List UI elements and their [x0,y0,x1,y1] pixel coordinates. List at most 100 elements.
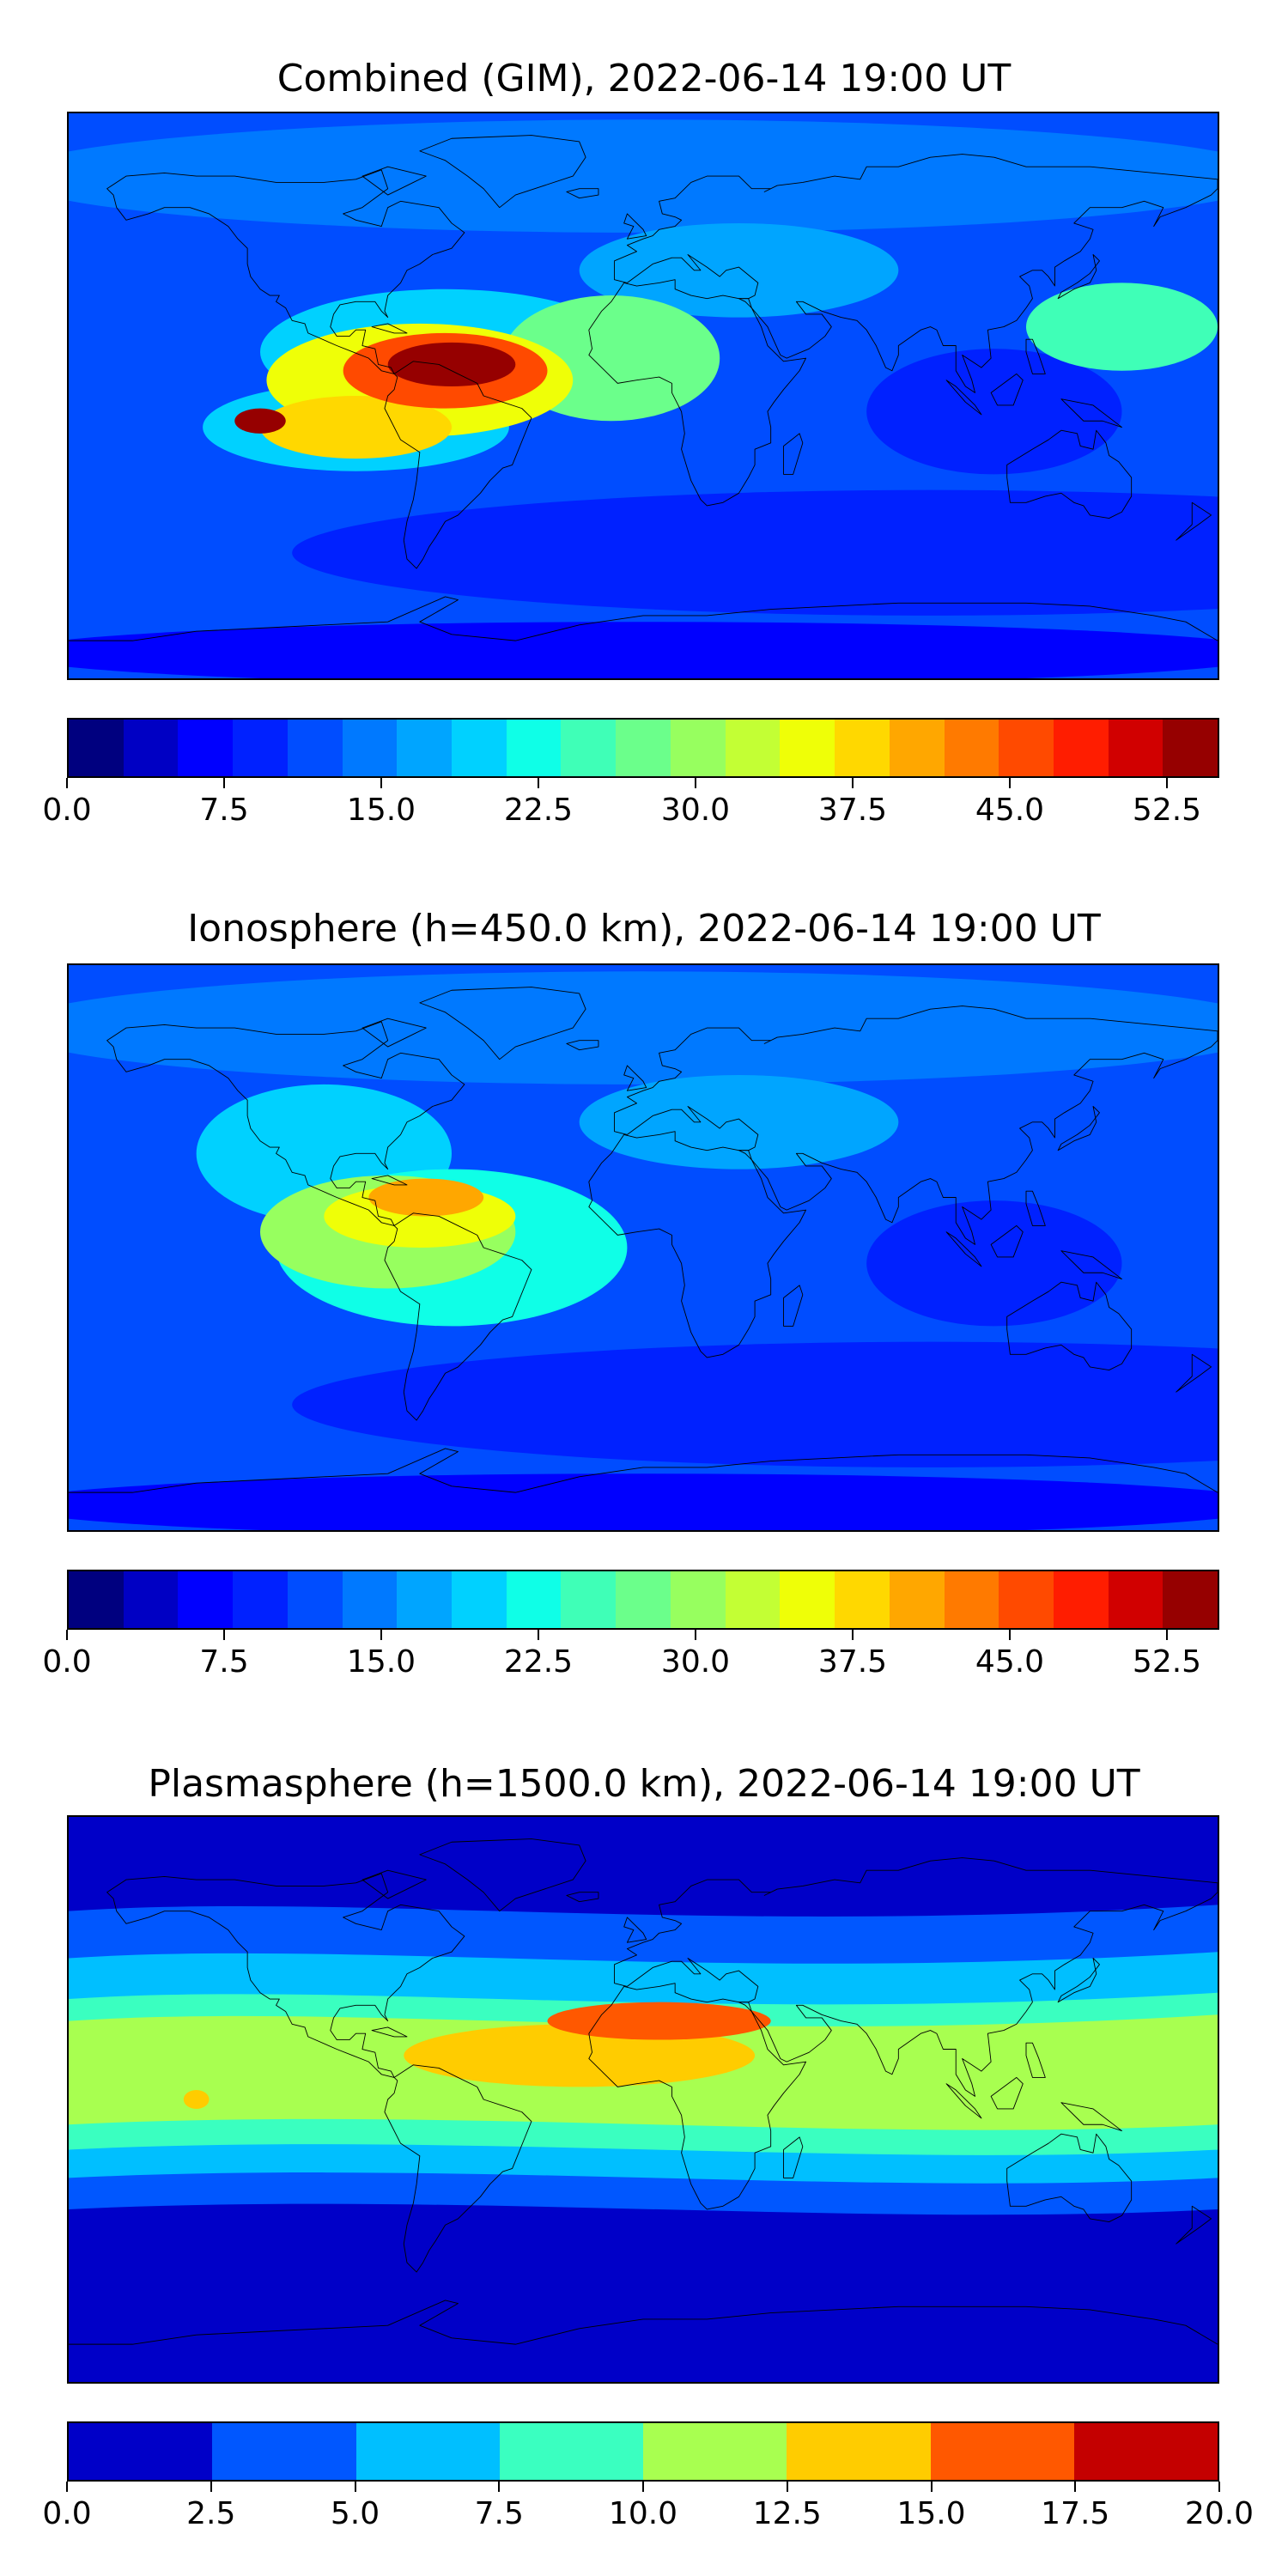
colorbar-tick-label: 22.5 [503,1644,574,1680]
colorbar-tick [1009,778,1011,788]
coastline-northAmerica [107,1022,465,1226]
colorbar-tick [930,2482,933,2492]
colorbar-tick-label: 7.5 [474,2496,524,2531]
colorbar-tick-label: 0.0 [42,1644,92,1680]
panel-1-colorbar [67,718,1219,778]
colorbar-segment [506,720,562,776]
panel-1-map [67,112,1219,680]
colorbar-segment [944,1571,999,1628]
colorbar-segment [787,2423,931,2480]
coastline-sumatra [946,380,981,415]
colorbar-segment [178,720,234,776]
panel-2-title: Ionosphere (h=450.0 km), 2022-06-14 19:0… [187,907,1101,951]
colorbar-tick-label: 10.0 [608,2496,678,2531]
coastline-australia [1007,2134,1132,2221]
colorbar-segment [999,720,1054,776]
coastline-africa [589,1984,806,2209]
coastline-northAmerica [107,1874,465,2078]
coastline-newZealand [1176,502,1212,540]
field-peak-contour [368,1178,484,1217]
colorbar-segment [643,2423,787,2480]
coastline-newGuinea [1061,1251,1122,1279]
coastline-japan [1058,1107,1099,1151]
colorbar-tick-label: 17.5 [1041,2496,1110,2531]
coastline-iceland [567,1041,598,1050]
colorbar-segment [670,720,726,776]
coastline-cuba [372,324,407,333]
coastline-africa [589,1132,806,1358]
colorbar-tick [66,2482,68,2492]
colorbar-tick-label: 37.5 [817,1644,888,1680]
colorbar-segment [616,720,671,776]
colorbar-tick-label: 22.5 [503,793,574,828]
colorbar-tick [695,778,696,788]
colorbar-tick [210,2482,212,2492]
colorbar-segment [561,1571,617,1628]
panel-2-colorbar [67,1570,1219,1630]
coastline-greenland [420,987,586,1060]
coastline-philippines [1026,2043,1045,2077]
field-peak-contour [404,2024,756,2087]
colorbar-tick-label: 2.5 [186,2496,236,2531]
coastline-uk [624,1917,647,1942]
colorbar-tick-label: 45.0 [975,1644,1045,1680]
colorbar-tick [538,1630,539,1640]
colorbar-tick-label: 0.0 [42,793,92,828]
colorbar-tick [642,2482,644,2492]
field-ambient-contour [866,1200,1122,1327]
colorbar-tick-label: 30.0 [660,1644,731,1680]
colorbar-tick-label: 37.5 [817,793,888,828]
coastline-antarctica [69,2300,1218,2344]
colorbar-tick [354,2482,356,2492]
colorbar-tick-label: 15.0 [346,1644,416,1680]
colorbar-tick-label: 5.0 [330,2496,380,2531]
colorbar-tick-label: 52.5 [1132,1644,1202,1680]
colorbar-tick [852,778,854,788]
coastline-northAmerica [107,170,465,374]
coastline-philippines [1026,1191,1045,1225]
colorbar-tick [695,1630,696,1640]
field-ambient-contour [292,489,1218,616]
coastline-madagascar [784,2137,803,2178]
colorbar-segment [69,1571,124,1628]
colorbar-tick-label: 7.5 [199,1644,249,1680]
field-ambient-contour [69,119,1218,233]
colorbar-segment [178,1571,234,1628]
field-peak-contour [234,408,286,434]
coastline-cuba [372,1176,407,1185]
coastline-eurasia [615,1006,1218,1245]
colorbar-segment [397,720,453,776]
colorbar-tick-label: 7.5 [199,793,249,828]
coastline-uk [624,214,647,239]
panel-2-map-svg [69,965,1218,1530]
colorbar-tick [786,2482,788,2492]
colorbar-tick [223,778,225,788]
colorbar-segment [616,1571,671,1628]
colorbar-segment [397,1571,453,1628]
coastline-iceland [567,1893,598,1902]
colorbar-segment [780,1571,835,1628]
colorbar-tick-label: 20.0 [1184,2496,1255,2531]
colorbar-tick [1166,778,1168,788]
colorbar-tick [498,2482,501,2492]
colorbar-segment [1053,1571,1109,1628]
panel-1-title: Combined (GIM), 2022-06-14 19:00 UT [276,57,1012,100]
field-ambient-contour [866,349,1122,475]
colorbar-segment [342,1571,398,1628]
coastline-madagascar [784,434,803,475]
coastline-sumatra [946,1232,981,1267]
field-peak-contour [260,396,452,459]
colorbar-segment [670,1571,726,1628]
coastline-southAmerica [385,2065,532,2272]
coastline-antarctica [69,1449,1218,1492]
coastline-newZealand [1176,2206,1212,2244]
colorbar-segment [1163,720,1218,776]
coastline-baffin [362,1018,426,1047]
colorbar-segment [1073,2423,1218,2480]
coastline-greenland [420,1839,586,1911]
coastline-africa [589,280,806,506]
colorbar-segment [835,720,890,776]
panel-3-title: Plasmasphere (h=1500.0 km), 2022-06-14 1… [148,1762,1140,1806]
field-peak-contour [547,2002,771,2040]
coastline-japan [1058,255,1099,299]
